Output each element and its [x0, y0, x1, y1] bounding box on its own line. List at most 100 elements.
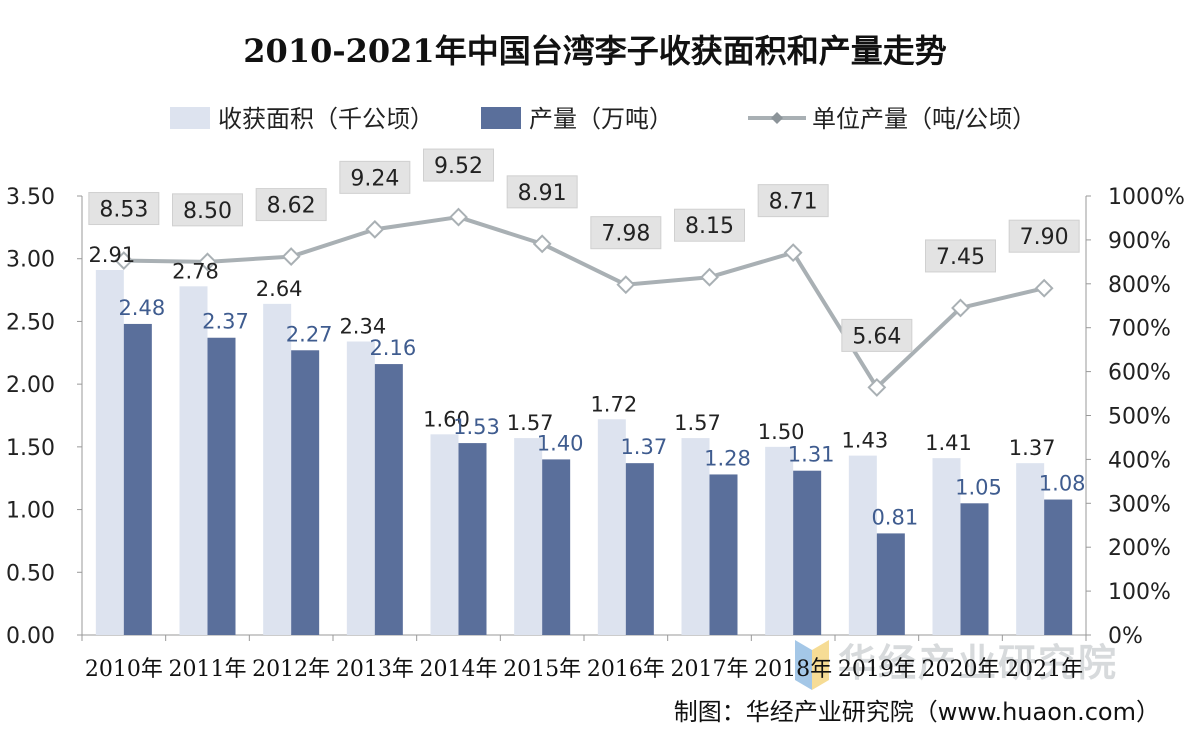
- bar-area: [681, 438, 710, 635]
- data-label-yield-box: [423, 148, 494, 182]
- data-label-area: 2.34: [339, 314, 386, 338]
- data-label-yield: 7.90: [1020, 225, 1069, 250]
- bar-area: [514, 438, 543, 635]
- y-right-tick-label: 700%: [1108, 317, 1171, 342]
- data-label-production: 1.05: [955, 475, 1002, 499]
- legend-label-yield: 单位产量（吨/公顷）: [812, 105, 1036, 133]
- data-label-production: 1.37: [620, 435, 667, 459]
- x-tick-label: 2016年: [587, 657, 665, 682]
- yield-point: [616, 275, 636, 295]
- data-label-yield: 7.45: [936, 245, 985, 270]
- data-label-area: 2.91: [88, 243, 135, 267]
- bar-production: [458, 443, 487, 635]
- data-label-area: 1.50: [758, 420, 805, 444]
- bar-area: [597, 419, 626, 635]
- data-label-yield: 9.52: [434, 154, 483, 179]
- data-label-production: 2.48: [118, 296, 165, 320]
- bar-area: [765, 446, 794, 635]
- legend: 收获面积（千公顷） 产量（万吨） 单位产量（吨/公顷）: [170, 105, 1036, 133]
- data-label-area: 1.72: [590, 392, 637, 416]
- data-label-area: 1.41: [925, 431, 972, 455]
- bar-area: [346, 341, 375, 635]
- bar-production: [960, 503, 989, 635]
- data-label-area: 2.64: [256, 277, 303, 301]
- y-right-tick-label: 800%: [1108, 273, 1171, 298]
- data-label-yield-box: [255, 188, 327, 222]
- yield-point: [783, 243, 803, 263]
- y-left-tick-label: 0.50: [6, 561, 55, 586]
- bar-area: [95, 270, 124, 635]
- data-label-production: 2.27: [286, 322, 333, 346]
- bars: [95, 270, 1073, 635]
- data-label-yield-box: [841, 318, 913, 352]
- data-label-production: 1.28: [704, 446, 751, 470]
- watermark-logo-icon: [795, 640, 812, 690]
- data-label-yield-box: [674, 208, 745, 242]
- data-label-yield-box: [590, 216, 662, 250]
- yield-point: [532, 234, 552, 254]
- x-tick-label: 2013年: [336, 657, 414, 682]
- bar-area: [263, 303, 292, 635]
- bar-production: [291, 350, 320, 635]
- data-label-production: 2.16: [369, 336, 416, 360]
- data-label-yield: 8.53: [99, 198, 148, 223]
- data-label-yield: 9.24: [350, 166, 399, 191]
- data-label-yield-box: [339, 160, 411, 194]
- y-right-tick-label: 200%: [1108, 536, 1171, 561]
- x-tick-label: 2021年: [1005, 657, 1083, 682]
- data-label-yield: 8.91: [518, 181, 567, 206]
- y-left-tick-label: 2.50: [6, 310, 55, 335]
- x-tick-label: 2010年: [85, 657, 163, 682]
- yield-point: [198, 252, 217, 272]
- yield-point: [951, 298, 970, 318]
- data-label-production: 1.08: [1039, 472, 1086, 496]
- data-label-area: 1.57: [507, 411, 554, 435]
- legend-marker-yield: [771, 112, 783, 124]
- bar-production: [123, 323, 152, 635]
- y-right-tick-label: 900%: [1108, 229, 1171, 254]
- bar-production: [709, 474, 738, 635]
- data-label-yield-box: [925, 239, 996, 273]
- x-tick-label: 2012年: [252, 657, 330, 682]
- data-label-yield: 8.50: [183, 199, 232, 224]
- data-label-yield-box: [1008, 219, 1080, 253]
- y-left-tick-label: 3.00: [6, 248, 55, 273]
- data-label-area: 1.37: [1009, 436, 1056, 460]
- y-right-tick-label: 1000%: [1108, 185, 1185, 210]
- yield-point: [449, 207, 468, 227]
- watermark-logo-icon: [812, 640, 829, 690]
- yield-point: [365, 219, 385, 239]
- y-left-tick-label: 1.00: [6, 499, 55, 524]
- bar-production: [625, 463, 654, 635]
- y-left-tick-label: 3.50: [6, 185, 55, 210]
- data-label-production: 1.40: [537, 431, 584, 455]
- yield-point: [281, 247, 301, 266]
- data-label-yield: 8.71: [769, 190, 818, 215]
- bar-area: [179, 286, 208, 635]
- x-tick-label: 2018年: [754, 657, 832, 682]
- y-right-tick-label: 500%: [1108, 405, 1171, 430]
- watermark-text: 华经产业研究院: [838, 641, 1118, 685]
- chart-title: 2010-2021年中国台湾李子收获面积和产量走势: [243, 32, 946, 70]
- yield-point: [1034, 278, 1054, 298]
- y-right-tick-label: 400%: [1108, 448, 1171, 473]
- x-tick-label: 2020年: [922, 657, 1000, 682]
- data-label-area: 2.78: [172, 259, 219, 283]
- y-right-tick-label: 600%: [1108, 361, 1171, 386]
- x-tick-label: 2017年: [671, 657, 749, 682]
- bar-area: [848, 455, 877, 635]
- bar-production: [876, 533, 905, 635]
- data-label-yield: 8.62: [267, 194, 316, 219]
- x-tick-label: 2015年: [503, 657, 581, 682]
- legend-swatch-area: [170, 107, 210, 129]
- data-label-yield-box: [506, 175, 578, 209]
- watermark: 华经产业研究院: [795, 640, 1118, 690]
- bar-area: [932, 458, 961, 635]
- y-right-tick-label: 300%: [1108, 492, 1171, 517]
- x-tick-label: 2019年: [838, 657, 916, 682]
- data-label-production: 0.81: [871, 505, 918, 529]
- legend-swatch-production: [481, 107, 521, 129]
- data-label-yield: 5.64: [852, 324, 901, 349]
